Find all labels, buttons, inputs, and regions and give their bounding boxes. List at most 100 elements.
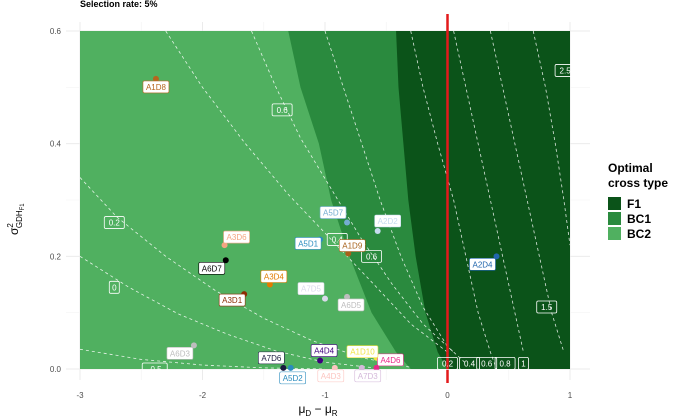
contour-label: 1 <box>518 356 529 370</box>
point-label-a7d5: A7D5 <box>297 282 325 295</box>
point-label-text: A1D9 <box>342 242 363 251</box>
point-label-box <box>279 371 307 385</box>
point-label-a1d10: A1D10 <box>346 345 379 359</box>
point-label-text: A5D7 <box>323 209 344 218</box>
x-tick-label: -1 <box>321 391 329 400</box>
contour-line <box>410 31 497 369</box>
contour-line <box>324 31 467 364</box>
contour-label-box <box>518 356 529 370</box>
point-label-text: A7D6 <box>261 354 282 363</box>
contour-label-text: 0.4 <box>464 359 476 368</box>
contour-label-text: 1.5 <box>541 303 553 312</box>
x-tick-label: -2 <box>199 391 207 400</box>
point-label-text: A5D2 <box>283 374 304 383</box>
point-label-a6d7: A6D7 <box>198 261 226 275</box>
contour-label-box <box>361 249 382 263</box>
point-label-box <box>377 353 404 367</box>
contour-label-box <box>476 356 498 370</box>
point-label-a3d6: A3D6 <box>223 230 250 244</box>
point-a1d9 <box>345 250 352 257</box>
contour-labels: -0.5 0 0.2 0.4 0.6 0.6 0.2 0.4 0.6 0.8 1 1.5 2.5 <box>103 64 576 376</box>
point-a1d8 <box>152 75 159 82</box>
x-tick-label: 0 <box>445 391 450 400</box>
contour-label-text: 2.5 <box>560 66 572 75</box>
point-a4d6 <box>373 364 380 371</box>
y-tick-label: 0.6 <box>50 27 62 36</box>
point-label-text: A6D5 <box>341 301 362 310</box>
contour-label-box <box>494 356 516 370</box>
point-label-a1d9: A1D9 <box>338 239 366 252</box>
point-label-box <box>198 261 226 275</box>
point-a4d3 <box>331 364 338 371</box>
contour-line <box>251 31 454 353</box>
point-label-a2d4: A2D4 <box>469 258 496 271</box>
contour-label-box <box>103 216 125 229</box>
point-label-box <box>354 369 382 383</box>
point-label-box <box>142 80 170 94</box>
y-tick-label: 0.4 <box>50 140 62 149</box>
point-label-box <box>297 282 325 295</box>
point-label-box <box>166 347 194 360</box>
point-a2d2 <box>374 227 381 234</box>
contour-label-box <box>554 64 576 77</box>
contour-label: 0.4 <box>459 356 480 370</box>
contour-label: 0.8 <box>494 356 516 370</box>
point-label-box <box>346 345 379 359</box>
contour-label: -0.5 <box>141 362 168 376</box>
point-label-text: A3D6 <box>227 233 248 242</box>
point-label-box <box>337 298 365 312</box>
contour-label-text: 0.2 <box>109 219 121 228</box>
point-label-text: A4D6 <box>380 356 401 365</box>
point-label-box <box>294 237 322 250</box>
contour-label: 0 <box>108 280 120 294</box>
point-label-a4d6: A4D6 <box>377 353 404 367</box>
point-a7d3 <box>358 364 365 371</box>
point-label-text: A2D4 <box>472 260 493 269</box>
point-label-text: A3D4 <box>264 273 285 282</box>
point-label-text: A7D3 <box>358 372 379 381</box>
contour-label-box <box>108 280 120 294</box>
point-label-text: A4D3 <box>321 372 342 381</box>
point-a5d2 <box>287 364 294 371</box>
y-tick-label: 0.0 <box>50 365 62 374</box>
point-a4d4 <box>317 357 324 364</box>
point-label-text: A4D4 <box>314 347 335 356</box>
point-label-text: A5D1 <box>298 239 319 248</box>
point-label-text: A2D2 <box>378 217 399 226</box>
point-label-box <box>374 214 401 228</box>
x-tick-label: 1 <box>568 391 573 400</box>
contour-label-text: -0.5 <box>148 365 162 374</box>
point-a7d5 <box>322 295 328 302</box>
legend-swatch-bc2 <box>608 227 621 240</box>
point-label-a6d5: A6D5 <box>337 298 365 312</box>
chart-title: Selection rate: 5% <box>80 0 158 9</box>
point-label-a5d1: A5D1 <box>294 237 322 250</box>
point-a2d4 <box>493 253 500 260</box>
y-tick-label: 0.2 <box>50 252 62 261</box>
contour-label-box <box>141 362 168 376</box>
point-label-box <box>260 270 288 283</box>
contour-line <box>165 31 448 353</box>
contour-label-box <box>271 103 293 117</box>
contour-label-box <box>536 300 558 314</box>
point-label-a2d2: A2D2 <box>374 214 401 228</box>
y-axis-ticks: 0.0 0.2 0.4 0.6 <box>50 27 62 374</box>
point-label-box <box>258 351 285 365</box>
contour-label: 0.6 <box>476 356 498 370</box>
contour-label-text: 0.6 <box>277 106 289 115</box>
point-label-a5d2: A5D2 <box>279 371 307 385</box>
point-label-a7d6: A7D6 <box>258 351 285 365</box>
contour-label-text: 0.4 <box>332 235 344 244</box>
point-a5d7 <box>344 219 351 226</box>
x-axis-ticks: -3 -2 -1 0 1 <box>76 391 572 400</box>
point-label-box <box>317 369 345 383</box>
contour-label-text: 1 <box>521 359 526 368</box>
point-label-a5d7: A5D7 <box>319 206 347 219</box>
contour-label-text: 0.8 <box>500 359 512 368</box>
point-label-text: A7D5 <box>301 285 322 294</box>
point-a7d6 <box>280 364 287 371</box>
point-label-text: A6D7 <box>202 264 223 273</box>
legend-title-line1: Optimal <box>608 161 653 175</box>
